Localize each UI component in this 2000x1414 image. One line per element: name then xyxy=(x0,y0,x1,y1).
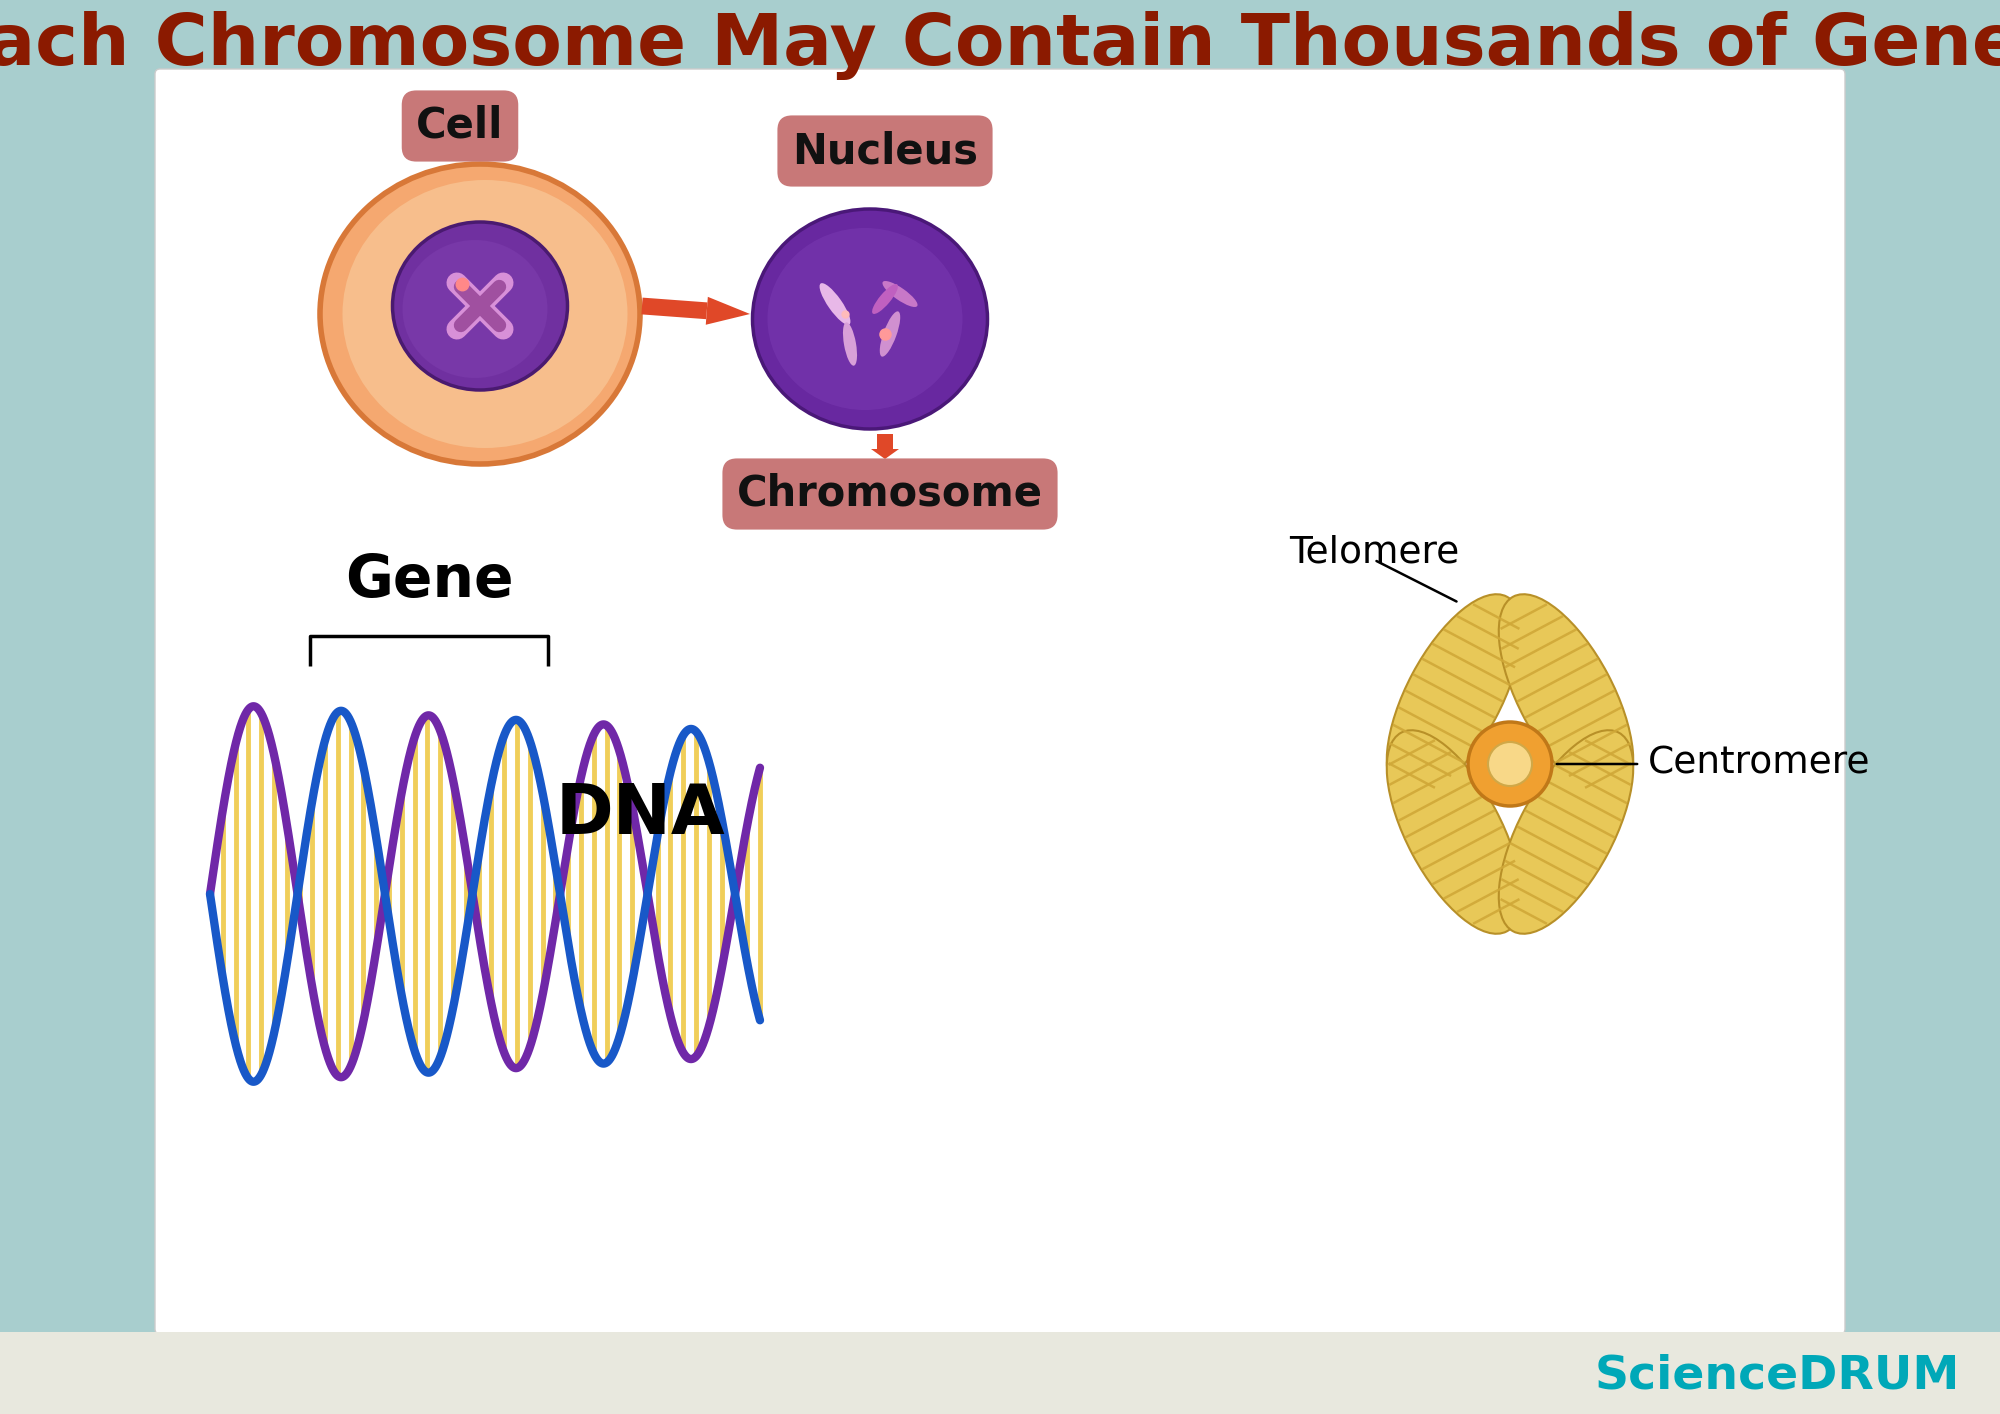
Circle shape xyxy=(1488,742,1532,786)
Text: Gene: Gene xyxy=(344,553,514,609)
Ellipse shape xyxy=(768,228,962,410)
Ellipse shape xyxy=(820,283,850,325)
Ellipse shape xyxy=(752,209,988,428)
Ellipse shape xyxy=(842,322,858,366)
FancyBboxPatch shape xyxy=(156,69,1844,1333)
Ellipse shape xyxy=(342,180,628,448)
Polygon shape xyxy=(872,450,900,460)
Ellipse shape xyxy=(1498,594,1634,797)
Ellipse shape xyxy=(402,240,548,378)
Text: Telomere: Telomere xyxy=(1288,534,1460,571)
Text: Nucleus: Nucleus xyxy=(792,130,978,173)
Ellipse shape xyxy=(872,284,898,314)
Polygon shape xyxy=(642,297,708,320)
Text: DNA: DNA xyxy=(556,781,724,847)
Bar xyxy=(0,1332,2000,1414)
Text: Cell: Cell xyxy=(416,105,504,147)
Ellipse shape xyxy=(392,222,568,390)
Ellipse shape xyxy=(882,281,918,307)
Text: Chromosome: Chromosome xyxy=(736,474,1044,515)
Polygon shape xyxy=(706,297,750,325)
Circle shape xyxy=(1468,723,1552,806)
Text: ScienceDRUM: ScienceDRUM xyxy=(1594,1353,1960,1398)
Text: Centromere: Centromere xyxy=(1648,747,1870,782)
Ellipse shape xyxy=(1386,594,1522,797)
Ellipse shape xyxy=(320,164,640,464)
Ellipse shape xyxy=(880,311,900,356)
Ellipse shape xyxy=(1386,730,1522,933)
Polygon shape xyxy=(876,434,894,450)
Text: Each Chromosome May Contain Thousands of Genes: Each Chromosome May Contain Thousands of… xyxy=(0,11,2000,81)
Ellipse shape xyxy=(1498,730,1634,933)
